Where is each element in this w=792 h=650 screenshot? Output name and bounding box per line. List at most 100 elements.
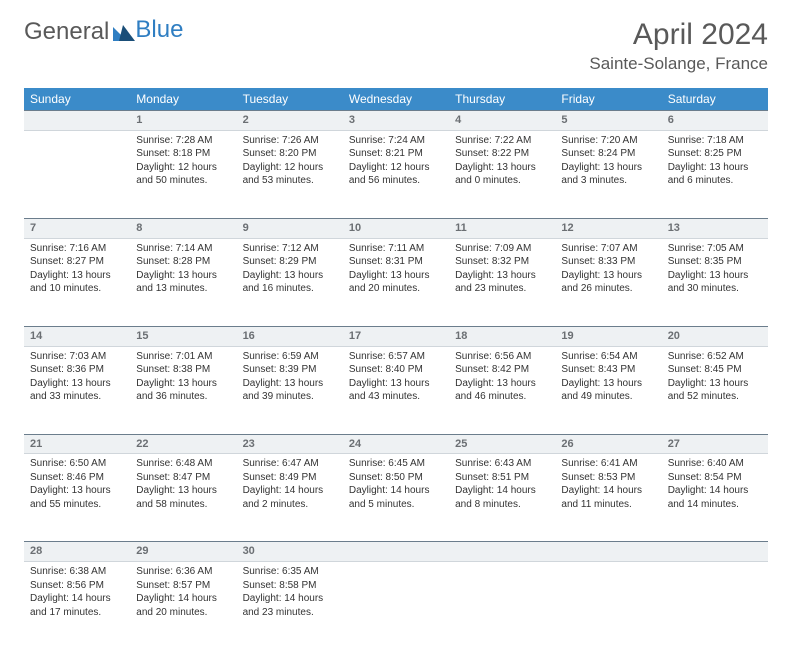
- sunset-text: Sunset: 8:28 PM: [136, 255, 230, 269]
- day1-text: Daylight: 13 hours: [668, 377, 762, 391]
- day-cell: Sunrise: 6:35 AMSunset: 8:58 PMDaylight:…: [237, 562, 343, 650]
- sunrise-text: Sunrise: 6:40 AM: [668, 457, 762, 471]
- day-cell: Sunrise: 7:01 AMSunset: 8:38 PMDaylight:…: [130, 346, 236, 434]
- day1-text: Daylight: 13 hours: [561, 161, 655, 175]
- sunset-text: Sunset: 8:33 PM: [561, 255, 655, 269]
- day1-text: Daylight: 13 hours: [136, 377, 230, 391]
- day2-text: and 43 minutes.: [349, 390, 443, 404]
- day-number: 1: [130, 111, 236, 131]
- sunrise-text: Sunrise: 7:20 AM: [561, 134, 655, 148]
- day-number: [343, 542, 449, 562]
- day1-text: Daylight: 13 hours: [30, 269, 124, 283]
- day-number-row: 14151617181920: [24, 326, 768, 346]
- day-number: [662, 542, 768, 562]
- day-number: 17: [343, 326, 449, 346]
- sunrise-text: Sunrise: 7:18 AM: [668, 134, 762, 148]
- sunset-text: Sunset: 8:22 PM: [455, 147, 549, 161]
- day1-text: Daylight: 13 hours: [243, 377, 337, 391]
- sunrise-text: Sunrise: 6:59 AM: [243, 350, 337, 364]
- day1-text: Daylight: 14 hours: [243, 592, 337, 606]
- day2-text: and 20 minutes.: [349, 282, 443, 296]
- sunrise-text: Sunrise: 7:28 AM: [136, 134, 230, 148]
- day2-text: and 6 minutes.: [668, 174, 762, 188]
- logo-mark-icon: [113, 23, 135, 41]
- sunrise-text: Sunrise: 6:52 AM: [668, 350, 762, 364]
- day-number: 30: [237, 542, 343, 562]
- day1-text: Daylight: 13 hours: [455, 161, 549, 175]
- day-number: 18: [449, 326, 555, 346]
- day-number: 29: [130, 542, 236, 562]
- sunset-text: Sunset: 8:29 PM: [243, 255, 337, 269]
- sunset-text: Sunset: 8:56 PM: [30, 579, 124, 593]
- day-number: 22: [130, 434, 236, 454]
- day2-text: and 53 minutes.: [243, 174, 337, 188]
- day-number: 15: [130, 326, 236, 346]
- day1-text: Daylight: 12 hours: [243, 161, 337, 175]
- weekday-header: Wednesday: [343, 88, 449, 111]
- weekday-header: Friday: [555, 88, 661, 111]
- sunset-text: Sunset: 8:53 PM: [561, 471, 655, 485]
- day1-text: Daylight: 13 hours: [243, 269, 337, 283]
- day-cell: Sunrise: 7:12 AMSunset: 8:29 PMDaylight:…: [237, 238, 343, 326]
- day-cell: Sunrise: 7:26 AMSunset: 8:20 PMDaylight:…: [237, 130, 343, 218]
- day-cell: Sunrise: 6:41 AMSunset: 8:53 PMDaylight:…: [555, 454, 661, 542]
- day-cell: Sunrise: 7:16 AMSunset: 8:27 PMDaylight:…: [24, 238, 130, 326]
- day-cell: Sunrise: 6:40 AMSunset: 8:54 PMDaylight:…: [662, 454, 768, 542]
- day-number: 24: [343, 434, 449, 454]
- day2-text: and 0 minutes.: [455, 174, 549, 188]
- sunrise-text: Sunrise: 6:56 AM: [455, 350, 549, 364]
- sunset-text: Sunset: 8:57 PM: [136, 579, 230, 593]
- weekday-header-row: Sunday Monday Tuesday Wednesday Thursday…: [24, 88, 768, 111]
- day-number: 8: [130, 218, 236, 238]
- day-number: 19: [555, 326, 661, 346]
- sunset-text: Sunset: 8:50 PM: [349, 471, 443, 485]
- day-cell: Sunrise: 6:50 AMSunset: 8:46 PMDaylight:…: [24, 454, 130, 542]
- day-number: 28: [24, 542, 130, 562]
- sunset-text: Sunset: 8:18 PM: [136, 147, 230, 161]
- day-number: 12: [555, 218, 661, 238]
- weekday-header: Tuesday: [237, 88, 343, 111]
- day-cell: [343, 562, 449, 650]
- day-cell: [24, 130, 130, 218]
- day2-text: and 33 minutes.: [30, 390, 124, 404]
- day2-text: and 13 minutes.: [136, 282, 230, 296]
- day1-text: Daylight: 13 hours: [349, 377, 443, 391]
- day-number: 21: [24, 434, 130, 454]
- page-title: April 2024: [589, 18, 768, 52]
- day2-text: and 17 minutes.: [30, 606, 124, 620]
- day-number: 7: [24, 218, 130, 238]
- day-number: [449, 542, 555, 562]
- day-number: 20: [662, 326, 768, 346]
- day2-text: and 23 minutes.: [243, 606, 337, 620]
- title-block: April 2024 Sainte-Solange, France: [589, 18, 768, 74]
- day-content-row: Sunrise: 6:50 AMSunset: 8:46 PMDaylight:…: [24, 454, 768, 542]
- day2-text: and 3 minutes.: [561, 174, 655, 188]
- sunset-text: Sunset: 8:31 PM: [349, 255, 443, 269]
- day2-text: and 39 minutes.: [243, 390, 337, 404]
- day-number: 2: [237, 111, 343, 131]
- day2-text: and 50 minutes.: [136, 174, 230, 188]
- day-number: 23: [237, 434, 343, 454]
- day-number: [24, 111, 130, 131]
- day-cell: Sunrise: 6:54 AMSunset: 8:43 PMDaylight:…: [555, 346, 661, 434]
- day1-text: Daylight: 14 hours: [349, 484, 443, 498]
- day1-text: Daylight: 13 hours: [136, 484, 230, 498]
- day-cell: Sunrise: 6:48 AMSunset: 8:47 PMDaylight:…: [130, 454, 236, 542]
- day-number: 11: [449, 218, 555, 238]
- day-cell: Sunrise: 7:22 AMSunset: 8:22 PMDaylight:…: [449, 130, 555, 218]
- day-cell: Sunrise: 7:05 AMSunset: 8:35 PMDaylight:…: [662, 238, 768, 326]
- sunset-text: Sunset: 8:24 PM: [561, 147, 655, 161]
- day2-text: and 11 minutes.: [561, 498, 655, 512]
- day-cell: Sunrise: 6:47 AMSunset: 8:49 PMDaylight:…: [237, 454, 343, 542]
- day-number: 4: [449, 111, 555, 131]
- day-cell: [555, 562, 661, 650]
- logo: General Blue: [24, 18, 183, 46]
- sunset-text: Sunset: 8:45 PM: [668, 363, 762, 377]
- sunrise-text: Sunrise: 6:43 AM: [455, 457, 549, 471]
- day2-text: and 14 minutes.: [668, 498, 762, 512]
- day-cell: Sunrise: 7:03 AMSunset: 8:36 PMDaylight:…: [24, 346, 130, 434]
- day2-text: and 5 minutes.: [349, 498, 443, 512]
- day-cell: Sunrise: 6:43 AMSunset: 8:51 PMDaylight:…: [449, 454, 555, 542]
- sunrise-text: Sunrise: 6:41 AM: [561, 457, 655, 471]
- weekday-header: Thursday: [449, 88, 555, 111]
